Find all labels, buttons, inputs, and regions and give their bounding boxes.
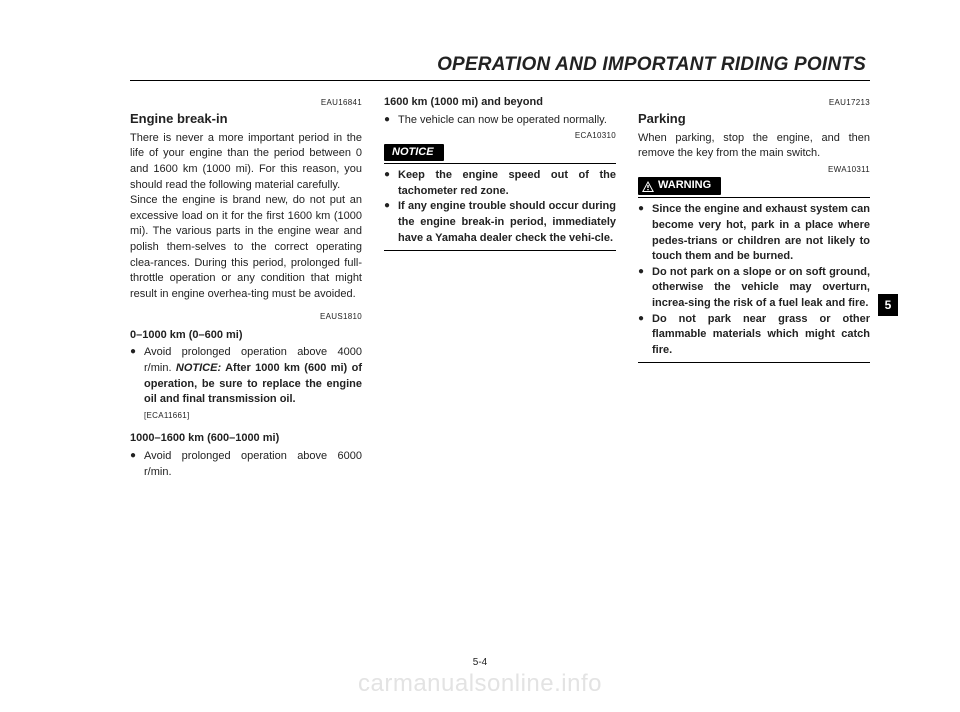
notice-list: ● Keep the engine speed out of the tacho…: [384, 168, 616, 246]
list-item: ● Avoid prolonged operation above 6000 r…: [130, 449, 362, 480]
list-item-text: Avoid prolonged operation above 4000 r/m…: [144, 345, 362, 427]
ref-code: EWA10311: [638, 164, 870, 175]
notice-label: NOTICE: [384, 144, 444, 162]
bullet-icon: ●: [638, 312, 652, 326]
bullet-icon: ●: [638, 202, 652, 216]
notice-rule: [384, 163, 616, 164]
column-3: EAU17213 Parking When parking, stop the …: [638, 95, 870, 480]
page: OPERATION AND IMPORTANT RIDING POINTS EA…: [0, 0, 960, 712]
content-columns: EAU16841 Engine break-in There is never …: [130, 95, 870, 480]
warning-end-rule: [638, 362, 870, 363]
column-2: 1600 km (1000 mi) and beyond ● The vehic…: [384, 95, 616, 480]
bullet-list: ● Avoid prolonged operation above 6000 r…: [130, 449, 362, 480]
bullet-icon: ●: [638, 265, 652, 279]
ref-code: ECA10310: [384, 130, 616, 141]
list-item: ● Avoid prolonged operation above 4000 r…: [130, 345, 362, 427]
subheading-0-1000: 0–1000 km (0–600 mi): [130, 328, 362, 344]
bullet-icon: ●: [384, 199, 398, 213]
warning-list: ● Since the engine and exhaust system ca…: [638, 202, 870, 358]
page-title: OPERATION AND IMPORTANT RIDING POINTS: [130, 54, 870, 76]
body-text: When parking, stop the engine, and then …: [638, 131, 870, 162]
bullet-list: ● Avoid prolonged operation above 4000 r…: [130, 345, 362, 427]
list-item-text: The vehicle can now be operated normally…: [398, 113, 616, 129]
subheading-1600-beyond: 1600 km (1000 mi) and beyond: [384, 95, 616, 111]
list-item-text: Do not park near grass or other flammabl…: [652, 312, 870, 359]
list-item: ● Do not park on a slope or on soft grou…: [638, 265, 870, 312]
section-heading-engine-break-in: Engine break-in: [130, 110, 362, 128]
bullet-icon: ●: [384, 168, 398, 182]
body-text: There is never a more important period i…: [130, 131, 362, 193]
bullet-icon: ●: [130, 345, 144, 359]
warning-triangle-icon: [642, 181, 654, 192]
list-item: ● Since the engine and exhaust system ca…: [638, 202, 870, 264]
ref-code-inline: [ECA11661]: [144, 410, 362, 421]
list-item: ● Do not park near grass or other flamma…: [638, 312, 870, 359]
list-item-text: Keep the engine speed out of the tachome…: [398, 168, 616, 199]
list-item: ● The vehicle can now be operated normal…: [384, 113, 616, 129]
list-item-text: Avoid prolonged operation above 6000 r/m…: [144, 449, 362, 480]
ref-code: EAU16841: [130, 97, 362, 108]
body-text: Since the engine is brand new, do not pu…: [130, 193, 362, 302]
list-item-text: If any engine trouble should occur durin…: [398, 199, 616, 246]
list-item: ● Keep the engine speed out of the tacho…: [384, 168, 616, 199]
watermark: carmanualsonline.info: [0, 670, 960, 698]
ref-code: EAU17213: [638, 97, 870, 108]
bullet-list: ● The vehicle can now be operated normal…: [384, 113, 616, 129]
warning-rule: [638, 197, 870, 198]
bullet-icon: ●: [384, 113, 398, 127]
page-number: 5-4: [0, 657, 960, 668]
chapter-tab: 5: [878, 294, 898, 316]
warning-label: WARNING: [638, 177, 721, 195]
notice-inline-label: NOTICE:: [176, 362, 221, 374]
section-heading-parking: Parking: [638, 110, 870, 128]
header-rule: [130, 80, 870, 81]
ref-code: EAUS1810: [130, 311, 362, 322]
subheading-1000-1600: 1000–1600 km (600–1000 mi): [130, 431, 362, 447]
list-item-text: Do not park on a slope or on soft ground…: [652, 265, 870, 312]
list-item: ● If any engine trouble should occur dur…: [384, 199, 616, 246]
list-item-text: Since the engine and exhaust system can …: [652, 202, 870, 264]
warning-label-text: WARNING: [658, 178, 711, 194]
bullet-icon: ●: [130, 449, 144, 463]
notice-end-rule: [384, 250, 616, 251]
column-1: EAU16841 Engine break-in There is never …: [130, 95, 362, 480]
